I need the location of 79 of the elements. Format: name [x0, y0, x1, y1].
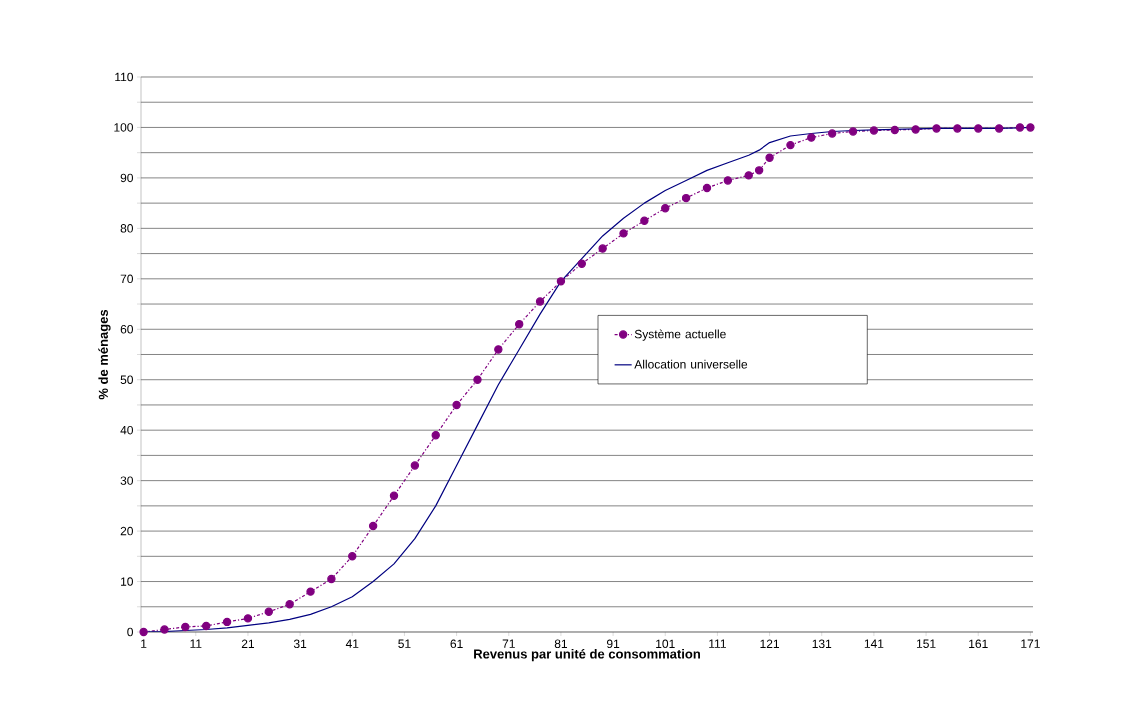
point	[744, 171, 753, 180]
x-tick-label: 91	[606, 639, 620, 649]
point	[702, 183, 712, 193]
point	[765, 153, 774, 162]
y-tick-label: 50	[120, 375, 133, 384]
point	[494, 345, 503, 354]
point	[890, 125, 899, 135]
point	[389, 491, 399, 500]
point	[911, 125, 920, 134]
x-tick-label: 171	[1021, 639, 1040, 648]
point	[953, 124, 962, 133]
point	[932, 124, 941, 133]
point	[577, 259, 586, 268]
y-tick-label: 80	[120, 224, 133, 233]
x-tick-label: 101	[656, 639, 675, 649]
x-tick-label: 71	[502, 639, 515, 648]
point	[222, 617, 232, 627]
x-tick-label: 111	[709, 639, 726, 648]
point	[327, 574, 336, 584]
point	[994, 124, 1004, 133]
point	[410, 461, 420, 470]
point	[535, 297, 545, 306]
point	[452, 400, 461, 410]
point	[515, 320, 524, 329]
x-tick-label: 81	[554, 639, 568, 649]
x-tick-label: 11	[190, 639, 202, 648]
point	[640, 216, 649, 225]
x-tick-label: 61	[450, 639, 463, 649]
point	[285, 600, 294, 609]
point	[786, 140, 795, 150]
x-tick-label: 161	[969, 639, 988, 649]
x-tick-label: 41	[345, 639, 359, 648]
y-tick-label: 30	[120, 476, 133, 485]
point	[348, 552, 357, 561]
point	[181, 622, 190, 632]
x-tick-label: 141	[864, 639, 884, 648]
legend-label: Allocation universelle	[634, 359, 748, 369]
y-tick-label: 70	[120, 274, 133, 284]
point	[264, 607, 274, 617]
point	[1026, 123, 1035, 132]
y-tick-label: 100	[114, 123, 133, 132]
y-tick-label: 90	[120, 173, 133, 183]
point	[306, 587, 315, 596]
y-tick-label: 20	[120, 526, 133, 536]
y-tick-label: 0	[127, 627, 134, 637]
x-tick-label: 51	[398, 639, 411, 648]
point	[473, 375, 482, 384]
point	[974, 124, 983, 133]
point	[368, 521, 378, 531]
point	[431, 431, 440, 440]
y-axis-title: % de ménages	[98, 309, 111, 400]
point	[160, 625, 169, 634]
point	[556, 277, 566, 286]
x-tick-label: 31	[293, 639, 307, 649]
x-tick-label: 121	[760, 639, 779, 648]
x-tick-label: 1	[141, 639, 147, 648]
legend-label: Système actuelle	[634, 329, 726, 341]
point	[1015, 123, 1025, 132]
point	[723, 176, 733, 185]
point	[139, 627, 148, 637]
x-tick-label: 151	[916, 639, 936, 648]
point	[619, 229, 628, 238]
point	[661, 203, 670, 213]
point	[807, 133, 816, 142]
point	[827, 129, 837, 138]
y-tick-label: 40	[120, 425, 133, 435]
point	[598, 244, 607, 253]
point	[848, 127, 858, 136]
x-axis-title: Revenus par unité de consommation	[474, 648, 700, 662]
y-tick-label: 10	[121, 577, 133, 586]
point	[869, 126, 879, 135]
point	[202, 621, 211, 631]
y-tick-label: 110	[115, 72, 134, 82]
point	[681, 193, 691, 203]
point	[243, 614, 253, 623]
x-tick-label: 131	[812, 639, 832, 649]
y-tick-label: 60	[120, 325, 133, 334]
x-tick-label: 21	[241, 639, 255, 648]
point	[754, 166, 764, 175]
